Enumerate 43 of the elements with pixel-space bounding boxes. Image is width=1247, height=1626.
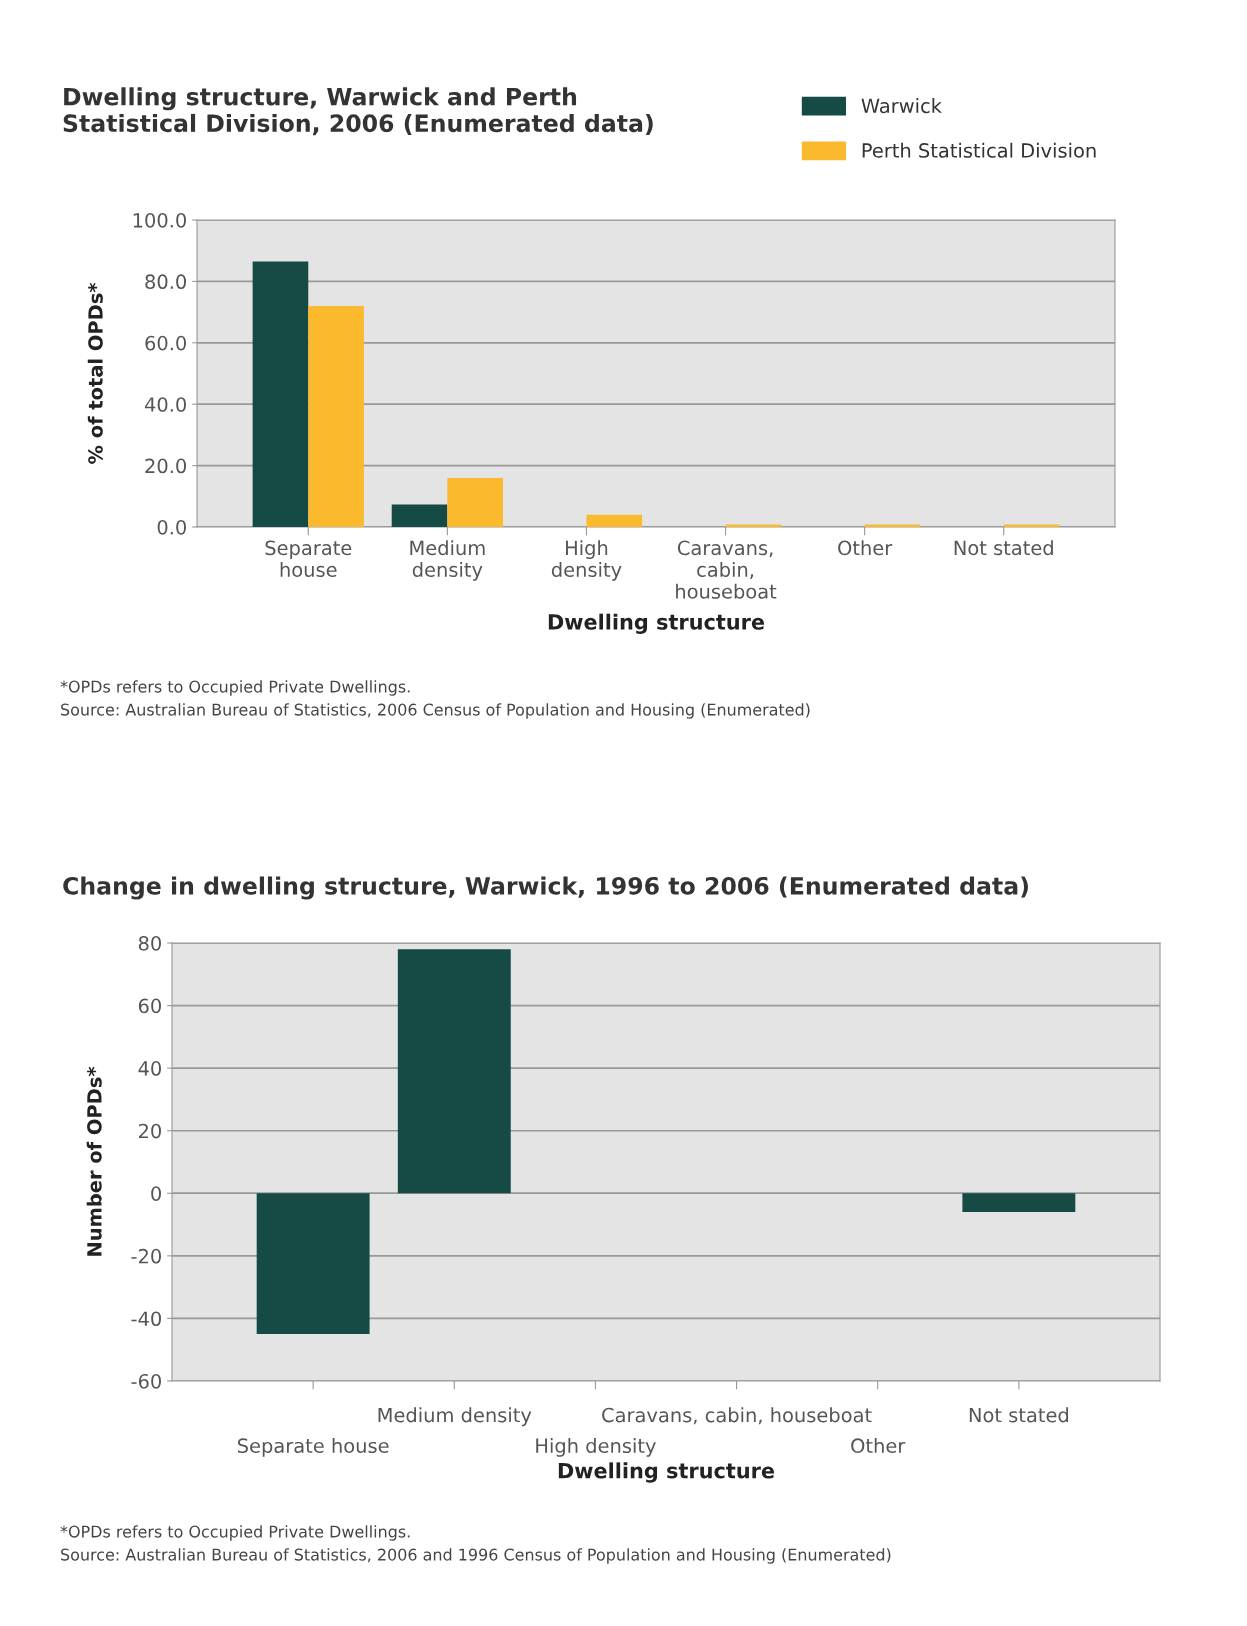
x-tick-label: Not stated — [954, 540, 1053, 556]
y-tick-label: 60 — [138, 998, 161, 1014]
x-tick-label: High density — [536, 1437, 656, 1457]
bar — [391, 504, 448, 527]
legend-label: Warwick — [861, 98, 942, 114]
x-tick-label: Other — [851, 1437, 906, 1454]
y-tick-label: 0.0 — [157, 519, 186, 535]
chart-title: Dwelling structure, Warwick and Perth Statistical Division, 2006 (Enumerated data) — [63, 87, 653, 136]
y-tick-label: 40 — [138, 1061, 161, 1076]
x-axis-title: Dwelling structure — [558, 1462, 775, 1483]
y-tick-label: 20.0 — [145, 458, 186, 474]
x-tick-label: Separate house — [237, 1437, 389, 1457]
y-axis-title: Number of OPDs* — [86, 1066, 102, 1256]
y-tick-label: 0 — [151, 1186, 161, 1201]
text: *OPDs refers to Occupied Private Dwellings. — [60, 680, 410, 696]
y-tick-label: -60 — [131, 1373, 161, 1389]
source-note: Source: Australian Bureau of Statistics, 2006 and 1996 Census of Population and Housing (Enumerated) — [61, 1548, 891, 1564]
bar — [586, 514, 643, 527]
bar — [447, 477, 503, 527]
y-tick-label: -20 — [131, 1248, 161, 1264]
bar — [252, 261, 309, 527]
x-tick-label: Separate house — [265, 540, 352, 578]
x-tick-label: Other — [838, 540, 893, 556]
y-tick-label: 60.0 — [145, 335, 186, 351]
y-tick-label: 100.0 — [133, 212, 186, 228]
chart-title: Change in dwelling structure, Warwick, 1996 to 2006 (Enumerated data) — [63, 876, 1028, 900]
x-tick-label: Caravans, cabin, houseboat — [602, 1407, 872, 1425]
x-axis-title: Dwelling structure — [548, 613, 765, 634]
source-note: Source: Australian Bureau of Statistics, 2006 Census of Population and Housing (Enumerated) — [61, 703, 810, 719]
y-tick-label: 80 — [138, 935, 161, 951]
y-tick-label: 20 — [138, 1123, 161, 1139]
x-tick-label: High density — [551, 540, 622, 581]
x-tick-label: Not stated — [969, 1407, 1069, 1423]
y-tick-label: -40 — [131, 1311, 161, 1327]
legend-label: Perth Statistical Division — [862, 142, 1096, 158]
y-axis-title: % of total OPDs* — [87, 282, 103, 464]
x-tick-label: Medium density — [378, 1407, 532, 1427]
x-tick-label: Medium density — [410, 540, 485, 581]
y-tick-label: 40.0 — [144, 397, 186, 412]
text: *OPDs refers to Occupied Private Dwellings. — [60, 1525, 410, 1541]
bar — [308, 305, 364, 527]
x-tick-label: Caravans, cabin, houseboat — [676, 540, 777, 599]
y-tick-label: 80.0 — [145, 274, 186, 290]
